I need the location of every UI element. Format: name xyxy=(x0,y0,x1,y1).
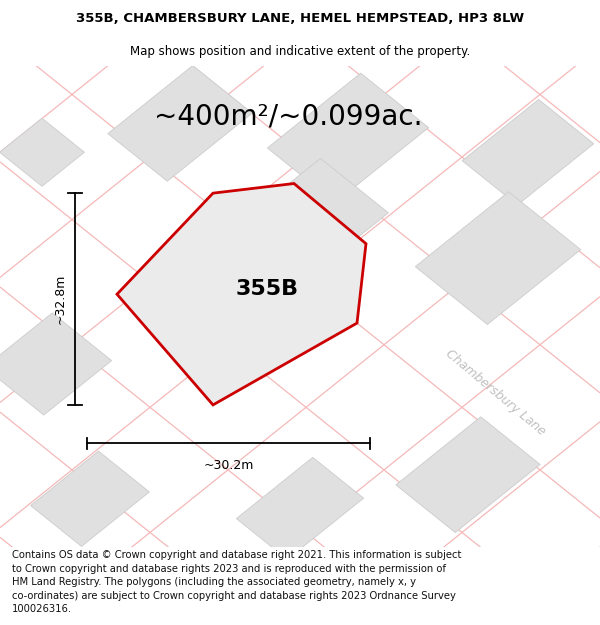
Polygon shape xyxy=(415,192,581,324)
Text: ~32.8m: ~32.8m xyxy=(53,274,67,324)
Polygon shape xyxy=(117,184,366,405)
Text: 355B: 355B xyxy=(235,279,299,299)
Polygon shape xyxy=(236,158,388,281)
Text: ~30.2m: ~30.2m xyxy=(203,459,254,471)
Polygon shape xyxy=(31,451,149,546)
Polygon shape xyxy=(268,73,428,202)
Polygon shape xyxy=(0,118,85,186)
Text: Contains OS data © Crown copyright and database right 2021. This information is : Contains OS data © Crown copyright and d… xyxy=(12,550,461,614)
Polygon shape xyxy=(236,458,364,559)
Polygon shape xyxy=(462,99,594,205)
Polygon shape xyxy=(158,265,286,367)
Text: Map shows position and indicative extent of the property.: Map shows position and indicative extent… xyxy=(130,45,470,58)
Text: Chambersbury Lane: Chambersbury Lane xyxy=(443,348,547,438)
Text: 355B, CHAMBERSBURY LANE, HEMEL HEMPSTEAD, HP3 8LW: 355B, CHAMBERSBURY LANE, HEMEL HEMPSTEAD… xyxy=(76,12,524,25)
Polygon shape xyxy=(108,66,252,181)
Polygon shape xyxy=(396,417,540,532)
Polygon shape xyxy=(0,313,112,415)
Text: ~400m²/~0.099ac.: ~400m²/~0.099ac. xyxy=(154,102,422,130)
